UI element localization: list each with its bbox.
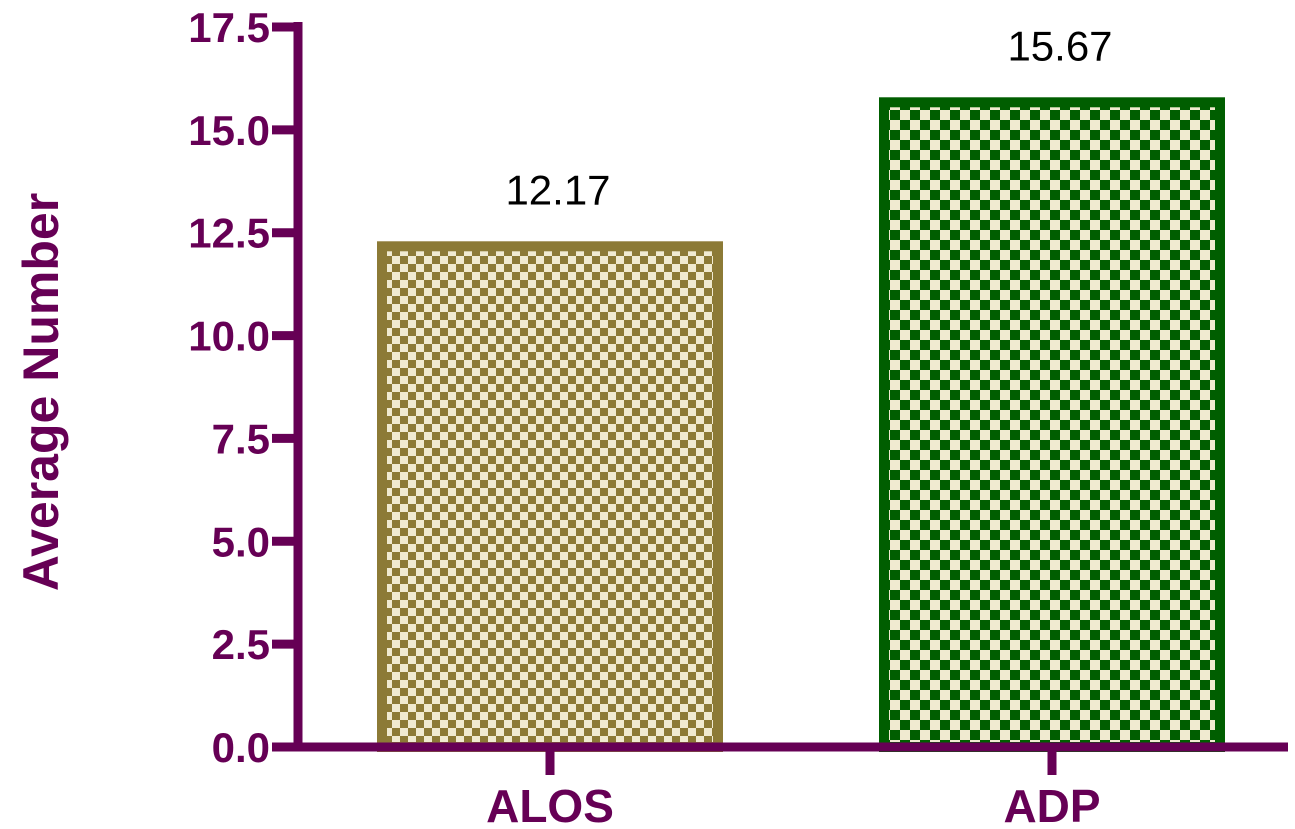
bar-alos (377, 241, 723, 752)
x-category-label: ALOS (486, 780, 614, 829)
y-tick-label: 12.5 (188, 210, 270, 257)
y-tick-label: 10.0 (188, 313, 270, 360)
x-category-label: ADP (1003, 780, 1100, 829)
y-tick-label: 2.5 (212, 621, 270, 668)
y-tick-label: 5.0 (212, 518, 270, 565)
y-axis-ticks: 0.0 2.5 5.0 7.5 10.0 12.5 15.0 17.5 (188, 4, 298, 771)
data-label-alos: 12.17 (505, 166, 610, 213)
y-axis-title: Average Number (13, 193, 69, 591)
y-tick-label: 0.0 (212, 724, 270, 771)
data-labels: 12.17 15.67 (505, 22, 1112, 213)
y-tick-label: 17.5 (188, 4, 270, 51)
y-tick-label: 7.5 (212, 415, 270, 462)
x-axis-ticks: ALOS ADP (486, 747, 1101, 829)
bar-adp (879, 97, 1225, 752)
bars-layer (377, 97, 1225, 752)
axes-layer (293, 22, 1288, 752)
y-tick-label: 15.0 (188, 107, 270, 154)
data-label-adp: 15.67 (1007, 22, 1112, 69)
